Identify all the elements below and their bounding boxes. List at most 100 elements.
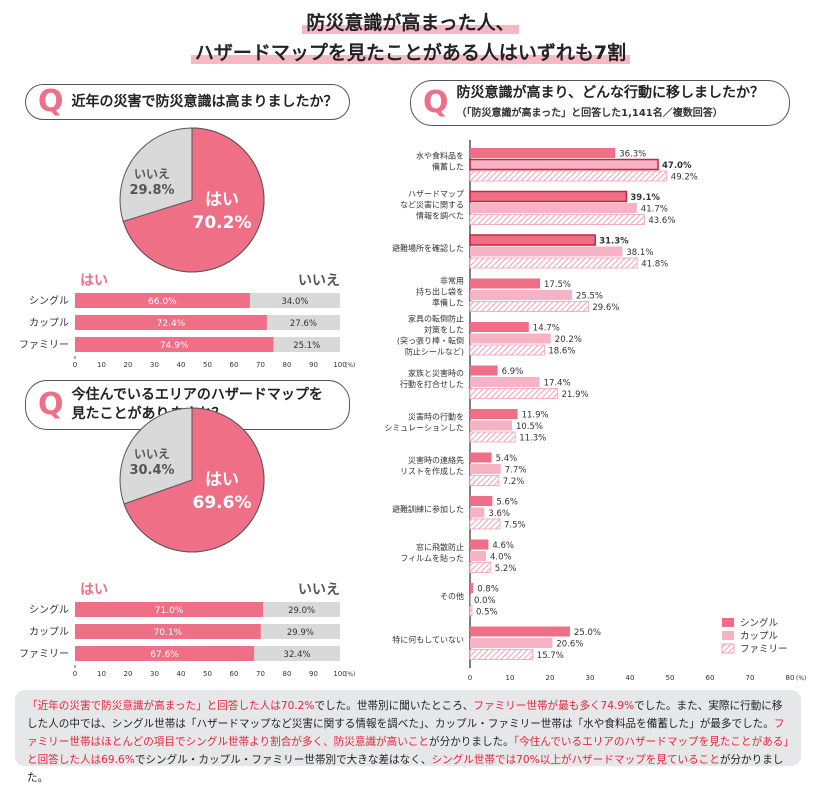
q2-yes-value: 71.0% (155, 606, 184, 616)
category-label: リストを作成した (400, 466, 464, 476)
bar-シングル (470, 496, 493, 506)
bar-カップル (470, 551, 486, 561)
chart-subtitle: （「防災意識が高まった」と回答した1,141名／複数回答） (456, 108, 723, 119)
legend-swatch-シングル (722, 618, 734, 627)
bar-value: 7.5% (504, 521, 526, 531)
x-tick: 30 (586, 674, 595, 682)
category-label: 対策をした (424, 325, 464, 335)
q1-tick: 30 (150, 361, 159, 369)
q2-no-value: 29.0% (288, 606, 315, 616)
q2-tick: 50 (203, 670, 212, 678)
category-label: 非常用 (440, 276, 464, 286)
bar-ファミリー (469, 605, 473, 617)
q2-tick: 10 (97, 670, 106, 678)
q1-axis-unit: (%) (345, 362, 355, 369)
q1-no-value: 34.0% (281, 297, 308, 307)
bar-value: 17.5% (544, 280, 571, 290)
bar-value: 5.6% (496, 498, 518, 508)
bar-シングル (470, 278, 540, 289)
bar-ファミリー (469, 214, 645, 225)
q2-tick: 60 (230, 670, 239, 678)
bar-value: 20.2% (555, 335, 582, 345)
category-label: 災害時の連絡先 (408, 455, 464, 465)
x-tick: 10 (506, 674, 515, 682)
bar-ファミリー (469, 475, 500, 486)
bar-カップル (470, 594, 471, 605)
q3-box: Q 防災意識が高まり、どんな行動に移しましたか？ （「防災意識が高まった」と回答し… (410, 80, 790, 126)
bar-value: 4.0% (490, 553, 512, 563)
note-highlight: 「今住んでいるエリアのハザードマップを見たことがある」と回答した人は69.6% (27, 736, 789, 766)
bar-ファミリー (469, 562, 492, 573)
bar-ファミリー (469, 388, 558, 399)
q1-yes-value: 66.0% (148, 297, 177, 307)
category-label: (突っ張り棒・転倒 (397, 336, 464, 346)
legend-label: カップル (740, 631, 779, 642)
category-label: 行動を打合せした (400, 379, 464, 389)
bar-value: 15.7% (537, 651, 564, 661)
q1-question: 近年の災害で防災意識は高まりましたか？ (71, 93, 338, 110)
q2-tick: 100 (333, 670, 346, 678)
title-line2: ハザードマップを見たことがある人はいずれも7割 (0, 38, 821, 65)
bar-value: 4.6% (492, 541, 514, 551)
legend-label: シングル (740, 617, 779, 629)
q2-no-header: いいえ (298, 582, 340, 598)
bar-value: 41.7% (641, 205, 668, 215)
category-label: 避難訓練に参加した (392, 504, 464, 514)
bar-value: 0.5% (476, 608, 498, 618)
bar-value: 31.3% (599, 237, 629, 247)
bar-シングル (470, 583, 474, 593)
note-highlight: ファミリー世帯が最も多く74.9% (473, 700, 635, 712)
category-label: 防止シールなど) (405, 347, 464, 357)
category-label: 避難場所を確認した (392, 243, 464, 253)
q1-tick: 20 (124, 361, 133, 369)
q2-pie-no-label: いいえ (134, 447, 170, 461)
q1-yes-bar (75, 315, 267, 330)
bar-カップル (470, 464, 501, 474)
q2-pie-yes-slice (123, 407, 265, 553)
bar-ファミリー (469, 170, 668, 182)
q1-tick: 90 (309, 361, 318, 369)
bar-value: 47.0% (662, 161, 692, 171)
q2-yes-bar (75, 624, 261, 639)
bar-ファミリー (469, 649, 534, 660)
bar-value: 18.6% (548, 347, 575, 357)
q2-yes-header: はい (80, 582, 108, 598)
q2-no-value: 29.9% (287, 628, 314, 638)
q2-tick: 0 (73, 670, 77, 678)
q1-yes-bar (75, 337, 274, 352)
q2-tick: 40 (177, 670, 186, 678)
bar-value: 0.8% (477, 585, 499, 595)
legend-swatch-ファミリー (721, 643, 735, 654)
bar-シングル (469, 234, 596, 246)
q2-tick: 30 (150, 670, 159, 678)
q2-tick: 20 (124, 670, 133, 678)
q1-pie-no-label: いいえ (134, 167, 170, 181)
bar-ファミリー (469, 518, 501, 530)
bar-カップル (470, 246, 623, 257)
category-label: フィルムを貼った (400, 553, 464, 563)
bar-カップル (470, 420, 512, 431)
bar-カップル (469, 158, 659, 171)
q1-pie-no-value: 29.8% (129, 183, 174, 198)
q1-no-header: いいえ (298, 273, 340, 289)
legend-label: ファミリー (740, 644, 788, 655)
bar-カップル (470, 290, 572, 300)
bar-value: 7.7% (505, 466, 527, 476)
note-highlight: ファミリー世帯はほとんどの項目でシングル世帯より割合が多く、防災意識が高いこと (27, 718, 785, 748)
x-tick: 40 (626, 674, 635, 682)
q1-yes-value: 74.9% (160, 341, 189, 351)
bar-value: 11.3% (519, 434, 546, 444)
q1-no-value: 25.1% (293, 341, 320, 351)
q1-pie-yes-slice (122, 127, 265, 273)
q1-box: Q 近年の災害で防災意識は高まりましたか？ (25, 84, 350, 120)
bar-value: 38.1% (626, 248, 653, 258)
legend-swatch-カップル (722, 631, 734, 640)
q1-yes-value: 72.4% (157, 319, 186, 329)
bar-ファミリー (469, 301, 589, 312)
q2-question-line1: 今住んでいるエリアのハザードマップを (71, 387, 323, 404)
x-axis-unit: (%) (796, 675, 806, 682)
bar-value: 7.2% (503, 477, 525, 487)
x-tick: 0 (468, 674, 472, 682)
x-tick: 50 (666, 674, 675, 682)
